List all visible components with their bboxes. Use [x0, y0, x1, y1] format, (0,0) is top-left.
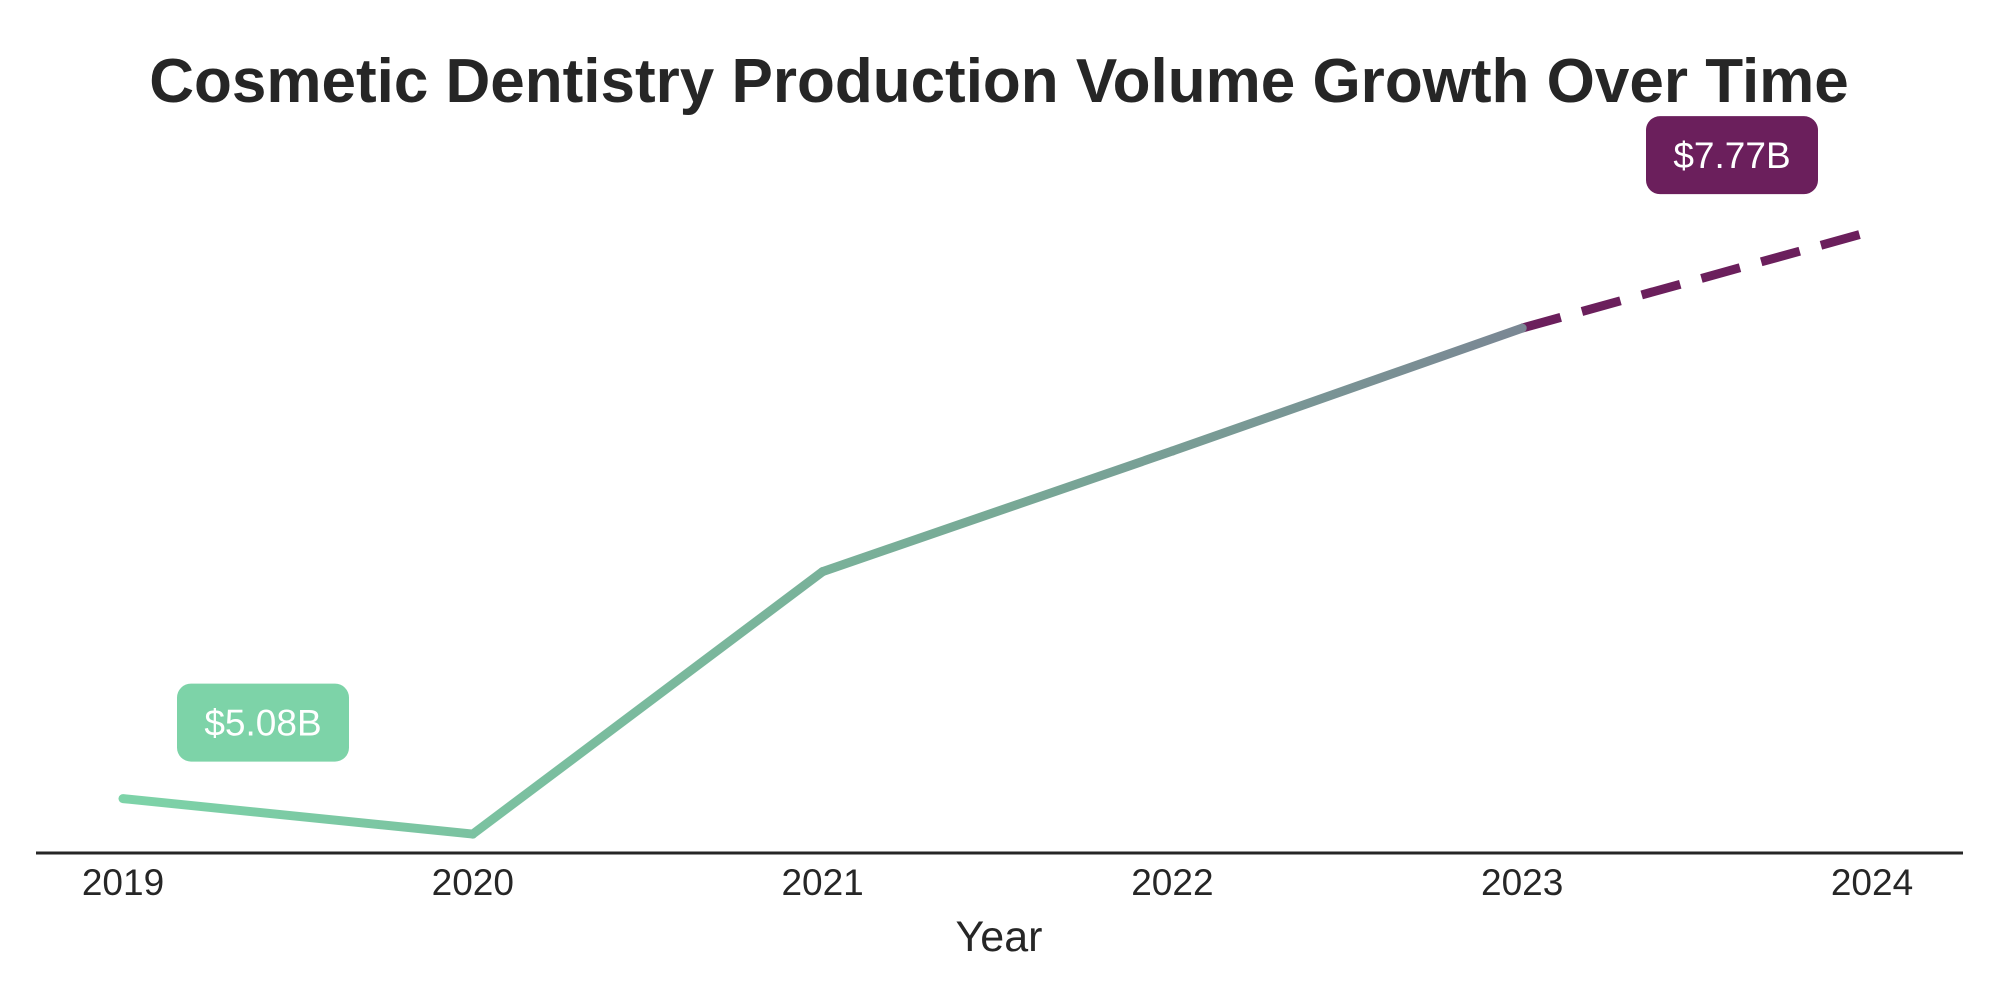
series-layer	[118, 226, 1874, 839]
value-label-text: $5.08B	[204, 703, 321, 744]
line-segment-2019-2020	[118, 794, 478, 839]
value-label-box	[1646, 116, 1818, 195]
value-label-box	[177, 683, 349, 762]
chart-title: Cosmetic Dentistry Production Volume Gro…	[149, 47, 1849, 116]
x-axis-label: Year	[956, 913, 1043, 961]
annotation-layer: $5.08B $7.77B	[177, 116, 1818, 762]
x-tick-label-2020: 2020	[432, 862, 514, 903]
x-tick-label-2021: 2021	[781, 862, 863, 903]
line-point-2020	[468, 829, 478, 839]
value-label-start: $5.08B	[177, 683, 349, 762]
projected-segment-2023-2024	[1520, 226, 1874, 333]
line-segment-2021-2022	[818, 446, 1177, 577]
value-label-text: $7.77B	[1673, 135, 1790, 176]
value-label-end: $7.77B	[1646, 116, 1818, 195]
x-tick-label-2024: 2024	[1831, 862, 1913, 903]
x-tick-label-2019: 2019	[82, 862, 164, 903]
x-tick-label-2022: 2022	[1131, 862, 1213, 903]
x-tick-label-2023: 2023	[1481, 862, 1563, 903]
line-segment-2022-2023	[1167, 323, 1527, 456]
line-point-2021	[818, 567, 828, 577]
line-segment-2020-2021	[468, 567, 828, 839]
line-point-2022	[1167, 446, 1177, 456]
x-tick-labels: 2019 2020 2021 2022 2023 2024	[82, 862, 1913, 903]
line-point-2023	[1517, 323, 1527, 333]
